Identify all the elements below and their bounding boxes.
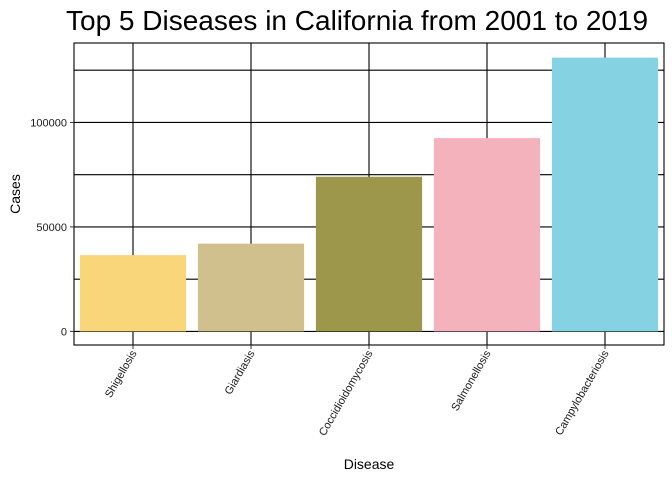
bar-campylobacteriosis	[551, 57, 659, 332]
x-axis-title: Disease	[344, 456, 395, 472]
bar-shigellosis	[79, 255, 187, 332]
x-tick-label: Giardiasis	[223, 348, 258, 397]
x-tick-label: Campylobacteriosis	[553, 348, 612, 438]
x-tick-label: Salmonellosis	[449, 348, 494, 413]
x-tick-label: Coccidioidomycosis	[317, 348, 376, 438]
x-tick-label: Shigellosis	[103, 348, 140, 400]
y-axis-ticks: 0 50000 100000	[30, 117, 74, 338]
bar-coccidioidomycosis	[315, 176, 423, 332]
bar-giardiasis	[197, 243, 305, 332]
bar-salmonellosis	[433, 138, 541, 332]
chart-title: Top 5 Diseases in California from 2001 t…	[66, 5, 648, 36]
bars	[79, 57, 659, 332]
y-tick-label: 50000	[36, 222, 67, 234]
y-tick-label: 100000	[30, 117, 67, 129]
x-axis-ticks: Shigellosis Giardiasis Coccidioidomycosis S…	[103, 345, 612, 438]
y-axis-title: Cases	[7, 174, 23, 214]
y-tick-label: 0	[61, 326, 67, 338]
